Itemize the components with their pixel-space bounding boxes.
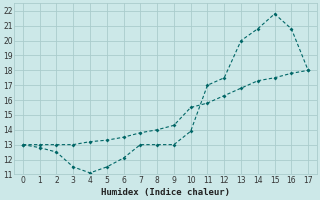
X-axis label: Humidex (Indice chaleur): Humidex (Indice chaleur) <box>101 188 230 197</box>
